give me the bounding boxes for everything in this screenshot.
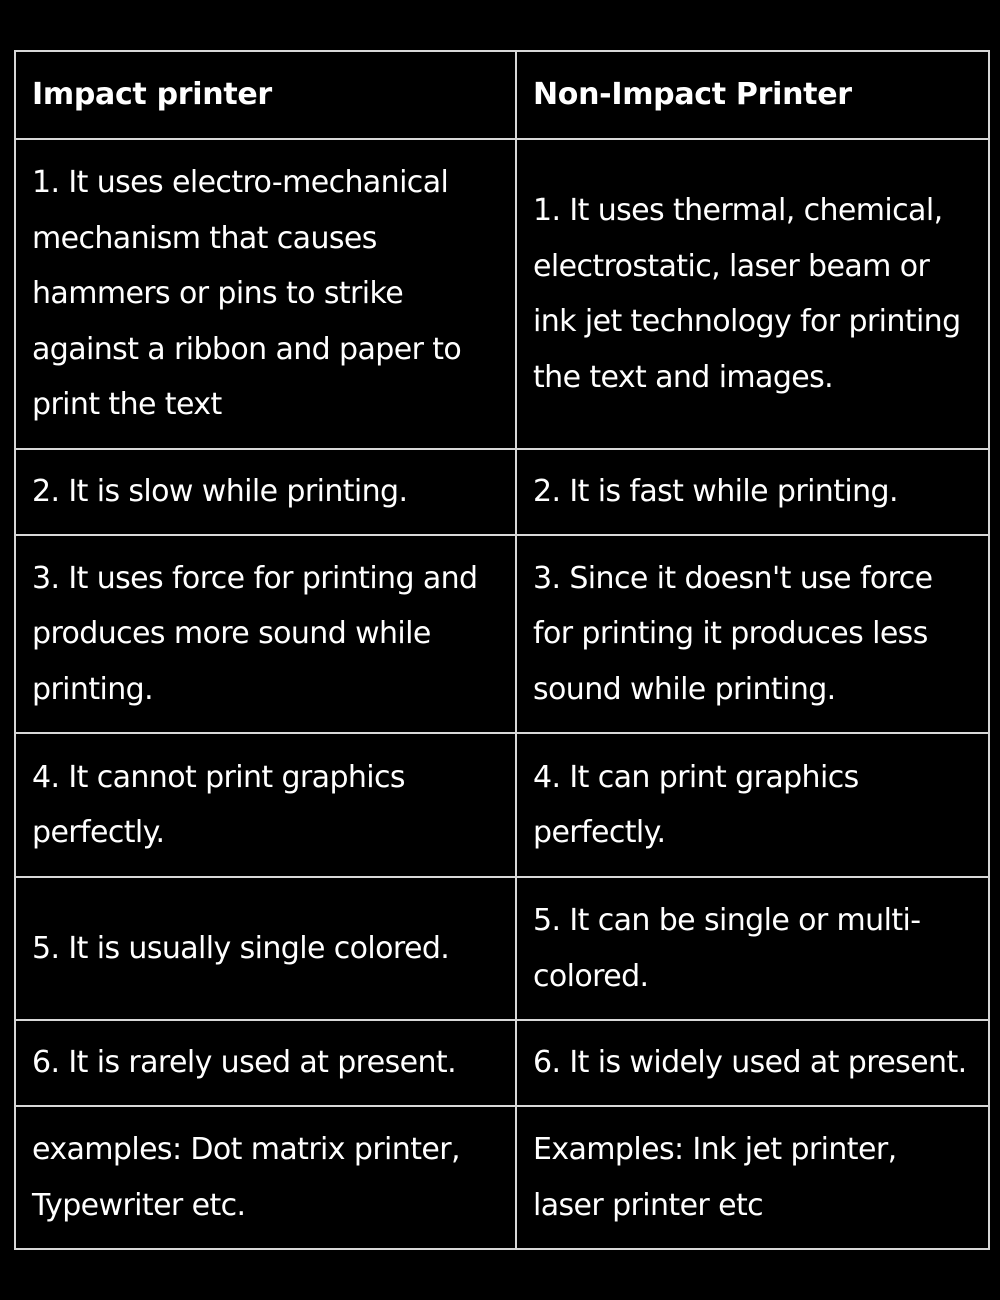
table-row: 3. It uses force for printing and produc… (14, 534, 990, 734)
comparison-table-container: Impact printer Non-Impact Printer 1. It … (14, 50, 990, 1250)
table-header-row: Impact printer Non-Impact Printer (14, 50, 990, 140)
impact-cell: examples: Dot matrix printer, Typewriter… (14, 1105, 517, 1250)
header-non-impact-printer: Non-Impact Printer (515, 50, 990, 140)
impact-cell: 1. It uses electro-mechanical mechanism … (14, 138, 517, 450)
header-impact-printer: Impact printer (14, 50, 517, 140)
non-impact-cell: 6. It is widely used at present. (515, 1019, 990, 1107)
non-impact-cell: 1. It uses thermal, chemical, electrosta… (515, 138, 990, 450)
table-row: 1. It uses electro-mechanical mechanism … (14, 138, 990, 450)
non-impact-cell: Examples: Ink jet printer, laser printer… (515, 1105, 990, 1250)
table-row: 5. It is usually single colored. 5. It c… (14, 876, 990, 1021)
non-impact-cell: 3. Since it doesn't use force for printi… (515, 534, 990, 734)
table-row: 6. It is rarely used at present. 6. It i… (14, 1019, 990, 1107)
printer-comparison-table: Impact printer Non-Impact Printer 1. It … (14, 50, 990, 1250)
table-row: examples: Dot matrix printer, Typewriter… (14, 1105, 990, 1250)
non-impact-cell: 2. It is fast while printing. (515, 448, 990, 536)
impact-cell: 3. It uses force for printing and produc… (14, 534, 517, 734)
impact-cell: 2. It is slow while printing. (14, 448, 517, 536)
impact-cell: 5. It is usually single colored. (14, 876, 517, 1021)
non-impact-cell: 5. It can be single or multi-colored. (515, 876, 990, 1021)
table-row: 4. It cannot print graphics perfectly. 4… (14, 732, 990, 878)
impact-cell: 4. It cannot print graphics perfectly. (14, 732, 517, 878)
non-impact-cell: 4. It can print graphics perfectly. (515, 732, 990, 878)
table-row: 2. It is slow while printing. 2. It is f… (14, 448, 990, 536)
impact-cell: 6. It is rarely used at present. (14, 1019, 517, 1107)
